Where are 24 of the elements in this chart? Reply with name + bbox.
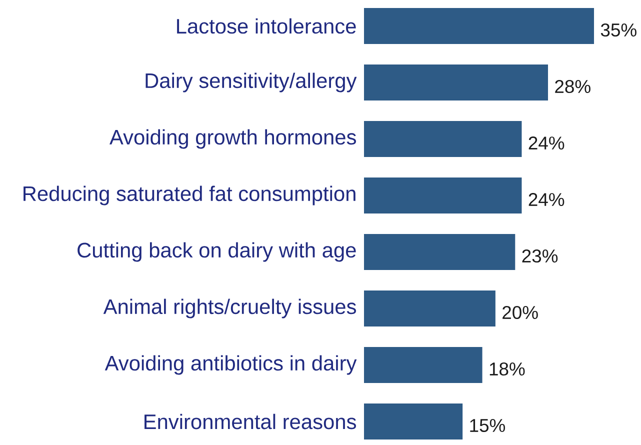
bar [364, 290, 496, 327]
y-tick-label: Lactose intolerance [177, 18, 356, 34]
data-label: 18% [490, 362, 525, 376]
bar [364, 234, 516, 270]
data-label: 24% [528, 193, 564, 206]
bar [364, 178, 522, 214]
y-tick-label: Environmental reasons [144, 414, 356, 430]
bar [364, 347, 482, 384]
y-tick-label: Cutting back on dairy with age [78, 242, 356, 262]
y-tick-label: Dairy sensitivity/allergy [146, 72, 357, 92]
data-label: 35% [600, 23, 636, 37]
bar [364, 404, 463, 440]
data-label: 20% [502, 306, 538, 320]
data-label: 24% [528, 136, 564, 150]
y-tick-label: Avoiding antibiotics in dairy [104, 355, 357, 375]
y-tick-label: Animal rights/cruelty issues [103, 298, 356, 318]
bar [364, 121, 522, 158]
bar [364, 64, 548, 101]
y-tick-label: Avoiding growth hormones [110, 129, 356, 149]
bar [364, 8, 594, 44]
data-label: 28% [555, 80, 590, 94]
data-label: 23% [522, 249, 558, 263]
data-label: 15% [470, 419, 505, 432]
y-tick-label: Reducing saturated fat consumption [24, 186, 356, 206]
